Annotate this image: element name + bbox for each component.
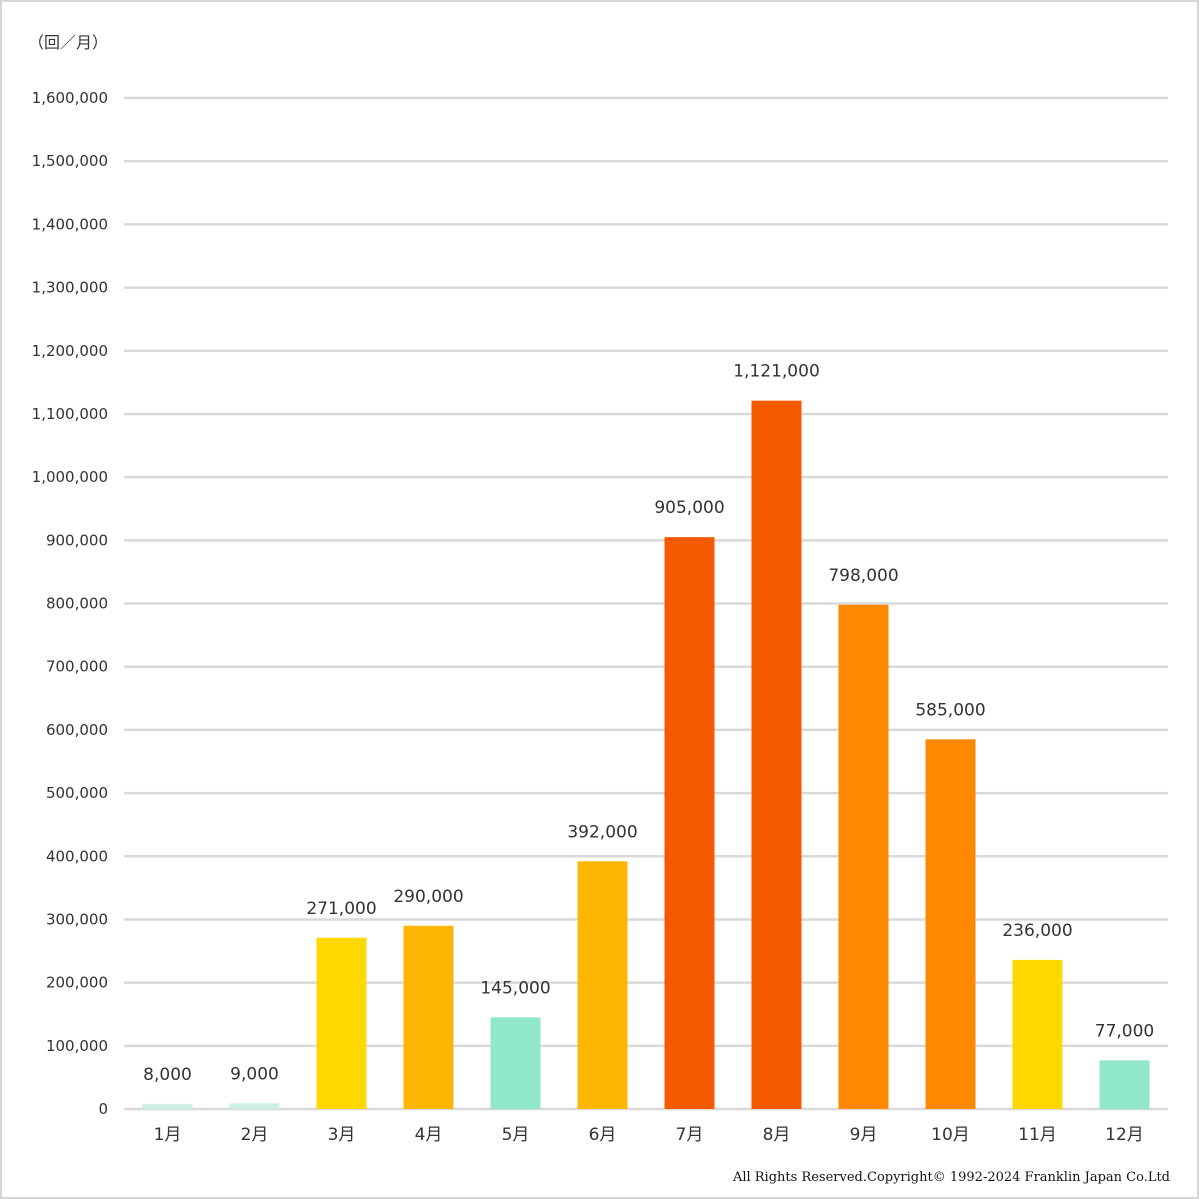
bar-12月: [1100, 1060, 1150, 1109]
data-label: 392,000: [567, 822, 637, 842]
bar-10月: [926, 739, 976, 1109]
bar-chart: （回／月） 0 100,000 200,000 300,000 400,000 500,0…: [0, 0, 1199, 1199]
bar-11月: [1013, 960, 1063, 1109]
x-tick-label: 3月: [328, 1125, 356, 1145]
x-axis-ticks: 1月 2月 3月 4月 5月 6月 7月 8月 9月 10月 11月 12月: [154, 1125, 1144, 1145]
x-tick-label: 11月: [1018, 1125, 1057, 1145]
data-label: 585,000: [915, 700, 985, 720]
y-tick-label: 1,500,000: [32, 152, 108, 170]
bar-5月: [491, 1017, 541, 1109]
x-tick-label: 4月: [415, 1125, 443, 1145]
data-label: 798,000: [828, 566, 898, 586]
data-label: 77,000: [1095, 1021, 1154, 1041]
data-label: 290,000: [393, 887, 463, 907]
bar-6月: [578, 861, 628, 1109]
y-tick-label: 0: [98, 1100, 108, 1118]
y-tick-label: 500,000: [46, 784, 108, 802]
bar-7月: [665, 537, 715, 1109]
y-tick-label: 600,000: [46, 721, 108, 739]
bar-4月: [404, 926, 454, 1109]
y-tick-label: 1,200,000: [32, 342, 108, 360]
y-tick-label: 200,000: [46, 974, 108, 992]
bar-9月: [839, 605, 889, 1109]
bar-3月: [317, 938, 367, 1109]
gridlines: [124, 98, 1168, 1109]
data-label: 236,000: [1002, 921, 1072, 941]
y-tick-label: 800,000: [46, 595, 108, 613]
y-tick-label: 1,300,000: [32, 279, 108, 297]
data-label: 271,000: [306, 899, 376, 919]
y-tick-label: 1,600,000: [32, 89, 108, 107]
data-label: 905,000: [654, 498, 724, 518]
x-tick-label: 8月: [763, 1125, 791, 1145]
bar-1月: [143, 1104, 193, 1109]
x-tick-label: 12月: [1105, 1125, 1144, 1145]
data-label: 1,121,000: [733, 362, 820, 382]
y-axis-ticks: 0 100,000 200,000 300,000 400,000 500,000 600,…: [32, 89, 108, 1118]
data-label: 8,000: [143, 1065, 192, 1085]
data-labels: 8,000 9,000 271,000 290,000 145,000 392,000 90…: [143, 362, 1154, 1085]
y-tick-label: 900,000: [46, 531, 108, 549]
y-tick-label: 400,000: [46, 847, 108, 865]
y-tick-label: 1,400,000: [32, 215, 108, 233]
x-tick-label: 1月: [154, 1125, 182, 1145]
bars: [143, 401, 1150, 1109]
x-tick-label: 9月: [850, 1125, 878, 1145]
y-tick-label: 300,000: [46, 910, 108, 928]
y-tick-label: 1,100,000: [32, 405, 108, 423]
bar-8月: [752, 401, 802, 1109]
x-tick-label: 5月: [502, 1125, 530, 1145]
copyright-notice: All Rights Reserved.Copyright© 1992-2024…: [732, 1170, 1170, 1185]
y-tick-label: 1,000,000: [32, 468, 108, 486]
bar-2月: [230, 1103, 280, 1109]
y-axis-unit-label: （回／月）: [28, 33, 108, 52]
y-tick-label: 100,000: [46, 1037, 108, 1055]
x-tick-label: 7月: [676, 1125, 704, 1145]
x-tick-label: 10月: [931, 1125, 970, 1145]
y-tick-label: 700,000: [46, 658, 108, 676]
x-tick-label: 2月: [241, 1125, 269, 1145]
x-tick-label: 6月: [589, 1125, 617, 1145]
data-label: 145,000: [480, 978, 550, 998]
data-label: 9,000: [230, 1064, 279, 1084]
